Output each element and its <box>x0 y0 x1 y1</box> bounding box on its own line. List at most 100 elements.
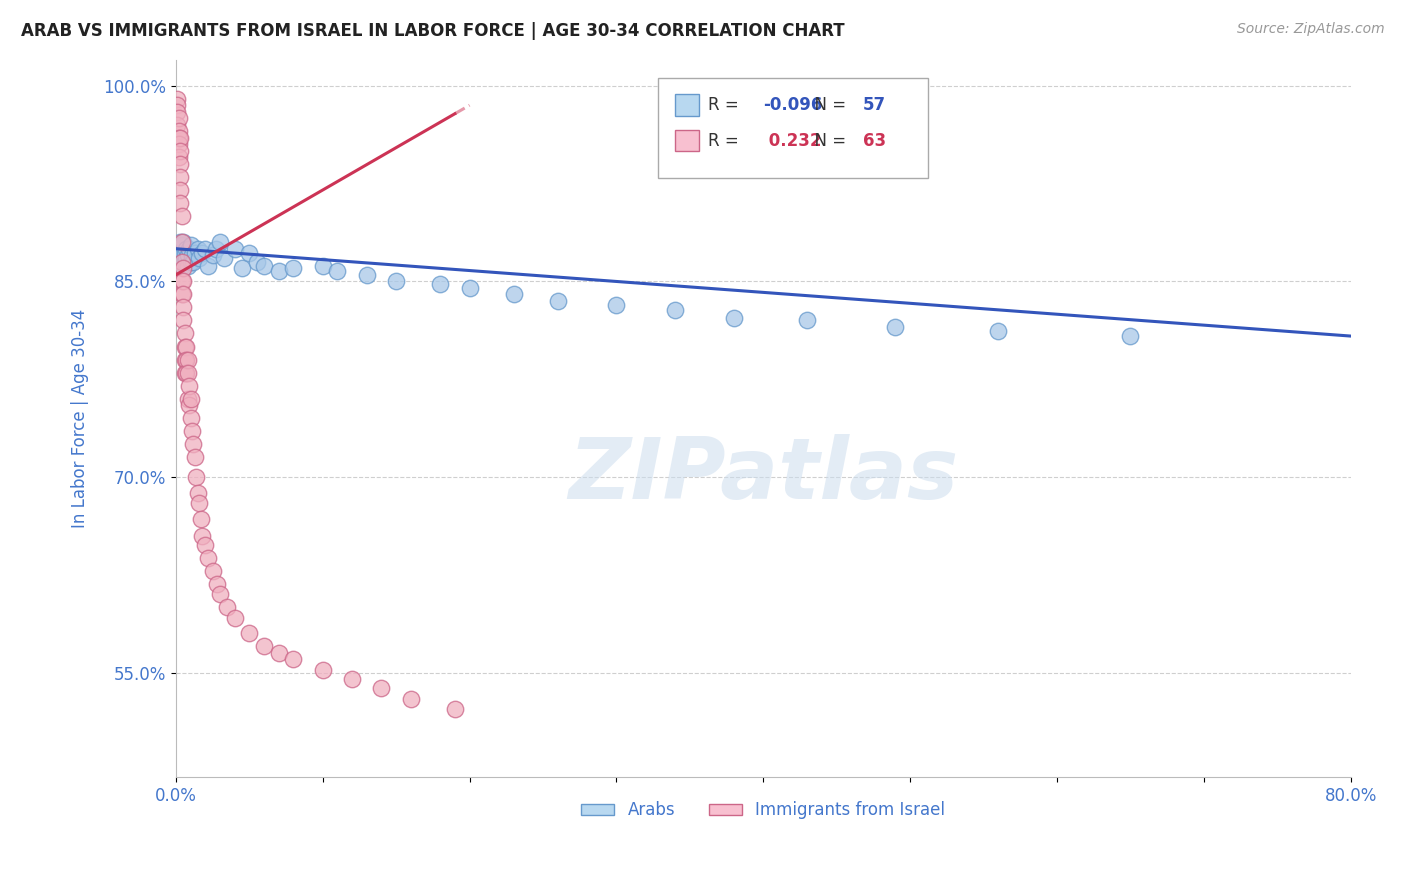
Point <box>167 150 190 164</box>
Point <box>167 112 190 126</box>
Text: 57: 57 <box>863 95 886 114</box>
Point <box>987 324 1010 338</box>
FancyBboxPatch shape <box>658 78 928 178</box>
Point <box>167 131 190 145</box>
Text: R =: R = <box>709 132 744 150</box>
Point <box>884 320 907 334</box>
Point <box>167 137 190 152</box>
Point <box>170 259 193 273</box>
Point <box>191 528 214 542</box>
Point <box>170 237 193 252</box>
Text: ARAB VS IMMIGRANTS FROM ISRAEL IN LABOR FORCE | AGE 30-34 CORRELATION CHART: ARAB VS IMMIGRANTS FROM ISRAEL IN LABOR … <box>21 22 845 40</box>
Point <box>180 254 202 268</box>
Point <box>385 274 408 288</box>
Point <box>224 242 246 256</box>
Point <box>283 261 305 276</box>
Point <box>166 98 188 112</box>
Point <box>169 196 191 211</box>
Point <box>166 92 188 106</box>
Point <box>170 287 193 301</box>
Point <box>169 169 191 184</box>
Y-axis label: In Labor Force | Age 30-34: In Labor Force | Age 30-34 <box>72 309 89 528</box>
Point <box>177 398 200 412</box>
Point <box>238 626 260 640</box>
Point <box>169 251 191 265</box>
Bar <box>675 94 699 116</box>
Point <box>177 242 200 256</box>
Point <box>177 378 200 392</box>
Point <box>194 242 217 256</box>
Point <box>176 352 198 367</box>
Point <box>312 663 335 677</box>
Point <box>444 702 467 716</box>
Point <box>170 235 193 249</box>
Point <box>283 652 305 666</box>
Point <box>173 326 195 341</box>
Point <box>194 538 217 552</box>
Point <box>796 313 818 327</box>
Point <box>172 287 194 301</box>
Point <box>214 251 236 265</box>
Text: -0.096: -0.096 <box>763 95 823 114</box>
Point <box>174 339 197 353</box>
Point <box>217 600 239 615</box>
Point <box>267 264 290 278</box>
Point <box>169 183 191 197</box>
Point <box>191 245 214 260</box>
Text: 0.232: 0.232 <box>763 132 821 150</box>
Point <box>170 209 193 223</box>
Point <box>547 293 569 308</box>
Point <box>173 254 195 268</box>
Point <box>172 235 194 249</box>
Point <box>253 640 276 654</box>
Text: R =: R = <box>709 95 744 114</box>
Point <box>166 242 188 256</box>
Point <box>170 254 193 268</box>
Point <box>184 245 207 260</box>
Point <box>204 242 226 256</box>
Point <box>326 264 349 278</box>
Point <box>169 144 191 158</box>
Point <box>170 248 193 262</box>
Point <box>169 157 191 171</box>
Point <box>172 274 194 288</box>
Point <box>167 254 190 268</box>
Point <box>166 248 188 262</box>
Point <box>176 248 198 262</box>
Point <box>190 511 212 525</box>
Point <box>174 251 197 265</box>
Point <box>173 339 195 353</box>
Point <box>186 470 208 484</box>
Point <box>181 424 204 438</box>
Point <box>174 352 197 367</box>
Point <box>176 259 198 273</box>
Point <box>429 277 451 291</box>
Text: Source: ZipAtlas.com: Source: ZipAtlas.com <box>1237 22 1385 37</box>
Point <box>174 242 197 256</box>
Point <box>224 611 246 625</box>
Text: 63: 63 <box>863 132 886 150</box>
Point <box>167 124 190 138</box>
Point <box>201 248 224 262</box>
Point <box>173 366 195 380</box>
Point <box>205 577 228 591</box>
Text: N =: N = <box>804 132 852 150</box>
Point <box>370 681 392 696</box>
Point <box>187 242 209 256</box>
Point <box>312 259 335 273</box>
Point <box>181 248 204 262</box>
Text: N =: N = <box>804 95 852 114</box>
Point <box>201 564 224 578</box>
Point <box>231 261 253 276</box>
Point <box>180 237 202 252</box>
Point <box>169 235 191 249</box>
Point <box>458 281 481 295</box>
Point <box>180 411 202 425</box>
Point <box>172 254 194 268</box>
Point <box>172 301 194 315</box>
Point <box>172 313 194 327</box>
Text: ZIPatlas: ZIPatlas <box>568 434 959 517</box>
Point <box>208 235 231 249</box>
Point <box>167 245 190 260</box>
Point <box>169 242 191 256</box>
